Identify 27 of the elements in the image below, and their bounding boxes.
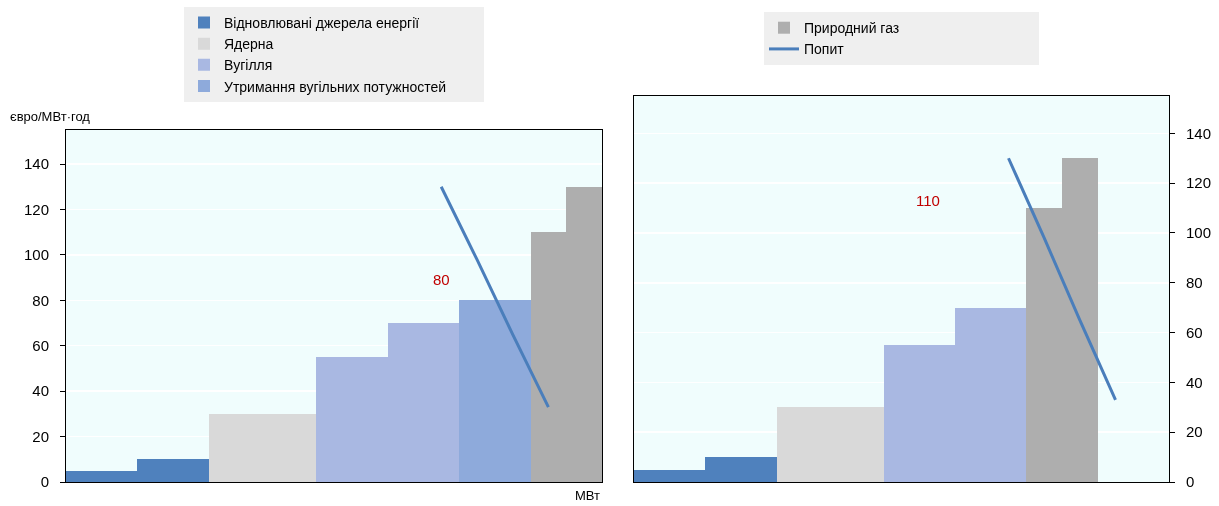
legend-label: Ядерна [224,36,274,53]
legend-label: Відновлювані джерела енергії [224,14,420,31]
y-tick-label: 40 [32,382,49,400]
y-tick-label: 80 [32,291,49,309]
y-tick-label: 120 [23,200,49,218]
y-tick-label: 80 [1186,274,1203,292]
y-tick-label: 20 [32,427,49,445]
y-tick-label: 20 [1186,423,1203,441]
y-tick-label: 60 [1186,323,1203,341]
annotation: 80 [433,271,450,288]
y-tick-label: 140 [1186,124,1212,142]
legend-label: Попит [804,41,845,58]
y-tick-label: 140 [23,155,49,173]
line-series [1007,156,1117,402]
annotation: 110 [916,192,940,209]
x-axis-title: МВт [575,488,601,503]
legend-label: Вугілля [224,57,273,74]
y-tick-label: 0 [1186,473,1195,491]
y-axis-title: євро/МВт·год [10,109,91,124]
legend-label: Природний газ [804,20,900,37]
y-tick-label: 100 [23,246,49,264]
y-tick-label: 0 [40,473,49,491]
y-tick-label: 60 [32,336,49,354]
y-tick-label: 120 [1186,174,1212,192]
y-tick-label: 100 [1186,224,1212,242]
y-tick-label: 40 [1186,373,1203,391]
legend-label: Утримання вугільних потужностей [224,78,447,95]
